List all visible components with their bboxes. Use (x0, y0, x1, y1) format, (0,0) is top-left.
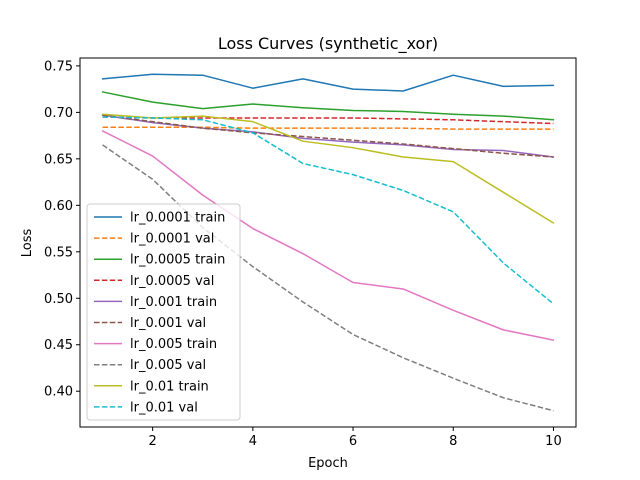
y-tick-label: 0.50 (44, 292, 73, 307)
y-tick-label: 0.70 (44, 106, 73, 121)
x-tick-label: 10 (545, 434, 562, 449)
series-line-lr-0-01-val (102, 116, 554, 305)
legend-box (86, 203, 241, 421)
legend-label-lr-0-005-val: lr_0.005 val (130, 358, 206, 373)
x-tick-label: 4 (249, 434, 257, 449)
y-tick-label: 0.75 (44, 59, 73, 74)
series-line-lr-0-005-val (102, 144, 554, 412)
legend-label-lr-0-0005-train: lr_0.0005 train (130, 253, 225, 268)
y-tick-label: 0.45 (44, 338, 73, 353)
legend-label-lr-0-0001-val: lr_0.0001 val (130, 232, 214, 247)
legend-label-lr-0-005-train: lr_0.005 train (130, 337, 217, 352)
series-line-lr-0-001-val (102, 114, 554, 158)
y-tick-label: 0.65 (44, 152, 73, 167)
legend: lr_0.0001 train lr_0.0001 val lr_0.0005 tr… (86, 203, 241, 421)
y-tick-label: 0.60 (44, 199, 73, 214)
series-line-lr-0-005-train (101, 130, 555, 341)
x-axis-label: Epoch (308, 456, 348, 471)
x-tick-label: 6 (349, 434, 357, 449)
chart-title: Loss Curves (synthetic_xor) (218, 34, 438, 54)
legend-label-lr-0-01-train: lr_0.01 train (130, 379, 209, 394)
legend-label-lr-0-01-val: lr_0.01 val (130, 400, 198, 415)
series-line-lr-0-01-train (101, 113, 555, 224)
series-layer (101, 73, 555, 412)
series-line-lr-0-0005-val (102, 116, 554, 125)
series-line-lr-0-0001-train (101, 73, 555, 92)
x-axis-ticks: 2 4 6 8 10 (149, 427, 562, 449)
y-tick-label: 0.40 (44, 385, 73, 400)
y-tick-label: 0.55 (44, 245, 73, 260)
legend-label-lr-0-001-val: lr_0.001 val (130, 316, 206, 331)
y-axis-label: Loss (20, 229, 35, 258)
series-line-lr-0-0005-train (101, 91, 555, 121)
x-tick-label: 2 (149, 434, 157, 449)
plot-area-frame (79, 57, 577, 428)
y-axis-ticks: 0.40 0.45 0.50 0.55 0.60 0.65 0.70 0.75 (44, 59, 80, 400)
legend-label-lr-0-0005-val: lr_0.0005 val (130, 274, 214, 289)
legend-label-lr-0-0001-train: lr_0.0001 train (130, 211, 225, 226)
legend-label-lr-0-001-train: lr_0.001 train (130, 295, 217, 310)
series-line-lr-0-0001-val (102, 126, 554, 130)
x-tick-label: 8 (449, 434, 457, 449)
